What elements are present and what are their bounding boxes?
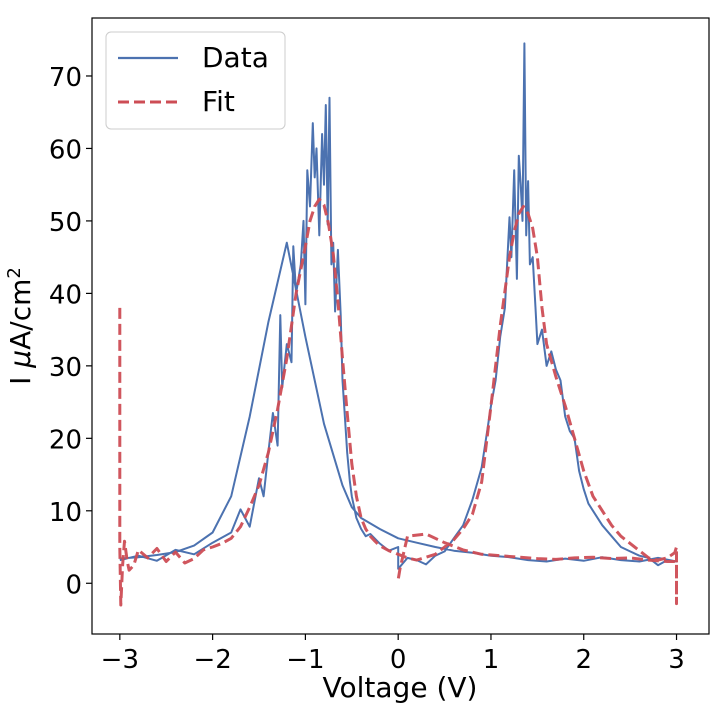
series-line-data	[119, 42, 678, 570]
y-tick-label: 0	[65, 570, 82, 600]
series-line-fit	[118, 197, 678, 607]
y-tick-label: 70	[49, 63, 82, 93]
y-axis-label: I μA/cm2	[4, 267, 38, 385]
y-tick-label: 30	[49, 353, 82, 383]
y-tick-label: 60	[49, 135, 82, 165]
x-axis-label: Voltage (V)	[323, 671, 478, 704]
legend-box	[105, 31, 286, 130]
x-tick-label: 3	[668, 645, 685, 675]
y-tick-label: 50	[49, 208, 82, 238]
y-tick-label: 40	[49, 280, 82, 310]
x-tick-label: 0	[390, 645, 407, 675]
legend-label-data: Data	[202, 41, 269, 74]
y-axis-label-prefix: I	[4, 368, 37, 385]
y-axis-label-unit: A/cm	[4, 279, 37, 350]
x-tick-label: −2	[193, 645, 231, 675]
y-tick-label: 10	[49, 498, 82, 528]
legend-label-fit: Fit	[202, 85, 235, 118]
y-axis-label-sup: 2	[4, 267, 25, 278]
y-tick-label: 20	[49, 425, 82, 455]
x-tick-label: 1	[483, 645, 500, 675]
x-tick-label: 2	[575, 645, 592, 675]
legend: Data Fit	[105, 31, 286, 130]
x-tick-label: −3	[101, 645, 139, 675]
x-tick-label: −1	[286, 645, 324, 675]
y-axis-label-mu: μ	[4, 350, 37, 369]
